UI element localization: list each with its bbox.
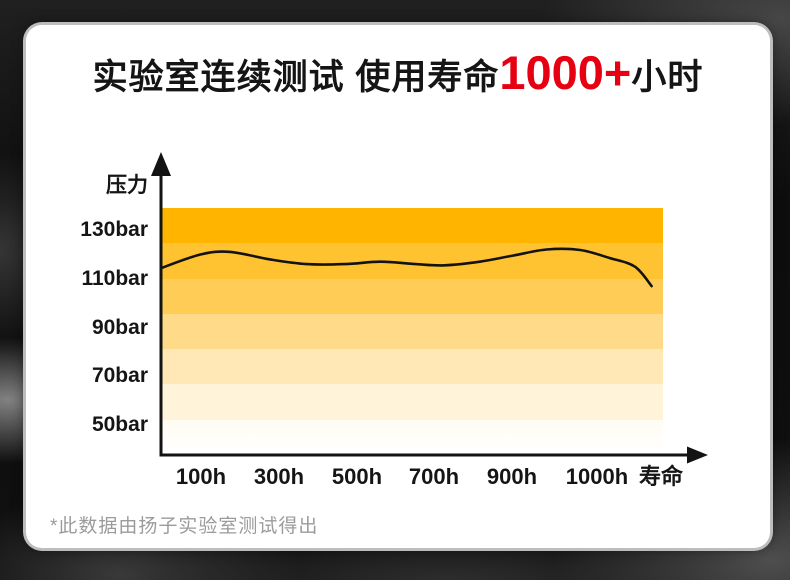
chart-band <box>161 208 663 244</box>
y-tick-label: 90bar <box>91 316 148 339</box>
x-tick-label: 700h <box>408 464 460 489</box>
y-axis-title: 压力 <box>106 174 148 197</box>
chart-band-area <box>161 208 663 455</box>
chart-band <box>161 349 663 385</box>
chart-band <box>161 313 663 350</box>
x-tick-label: 900h <box>486 464 538 489</box>
y-tick-label: 70bar <box>91 364 148 387</box>
title-highlight: 1000+ <box>499 46 632 99</box>
y-tick-label: 130bar <box>80 218 148 241</box>
y-tick-label: 110bar <box>81 267 148 290</box>
x-tick-label: 300h <box>253 464 305 489</box>
x-tick-label: 100h <box>175 464 227 489</box>
chart-band <box>161 243 663 279</box>
x-tick-label: 1000h <box>565 464 629 489</box>
chart-band <box>161 384 663 420</box>
footnote: *此数据由扬子实验室测试得出 <box>50 516 319 537</box>
page-title: 实验室连续测试 使用寿命 1000+ 小时 <box>26 45 770 103</box>
content-card: 实验室连续测试 使用寿命 1000+ 小时 压力 130bar 110bar 90b… <box>26 25 770 548</box>
y-tick-label: 50bar <box>91 413 148 436</box>
x-tick-label: 500h <box>331 464 383 489</box>
chart-band <box>161 278 663 314</box>
x-axis-title: 寿命 <box>638 464 684 489</box>
title-suffix: 小时 <box>631 58 704 97</box>
title-prefix: 实验室连续测试 使用寿命 <box>92 58 500 97</box>
chart-band <box>161 419 663 455</box>
